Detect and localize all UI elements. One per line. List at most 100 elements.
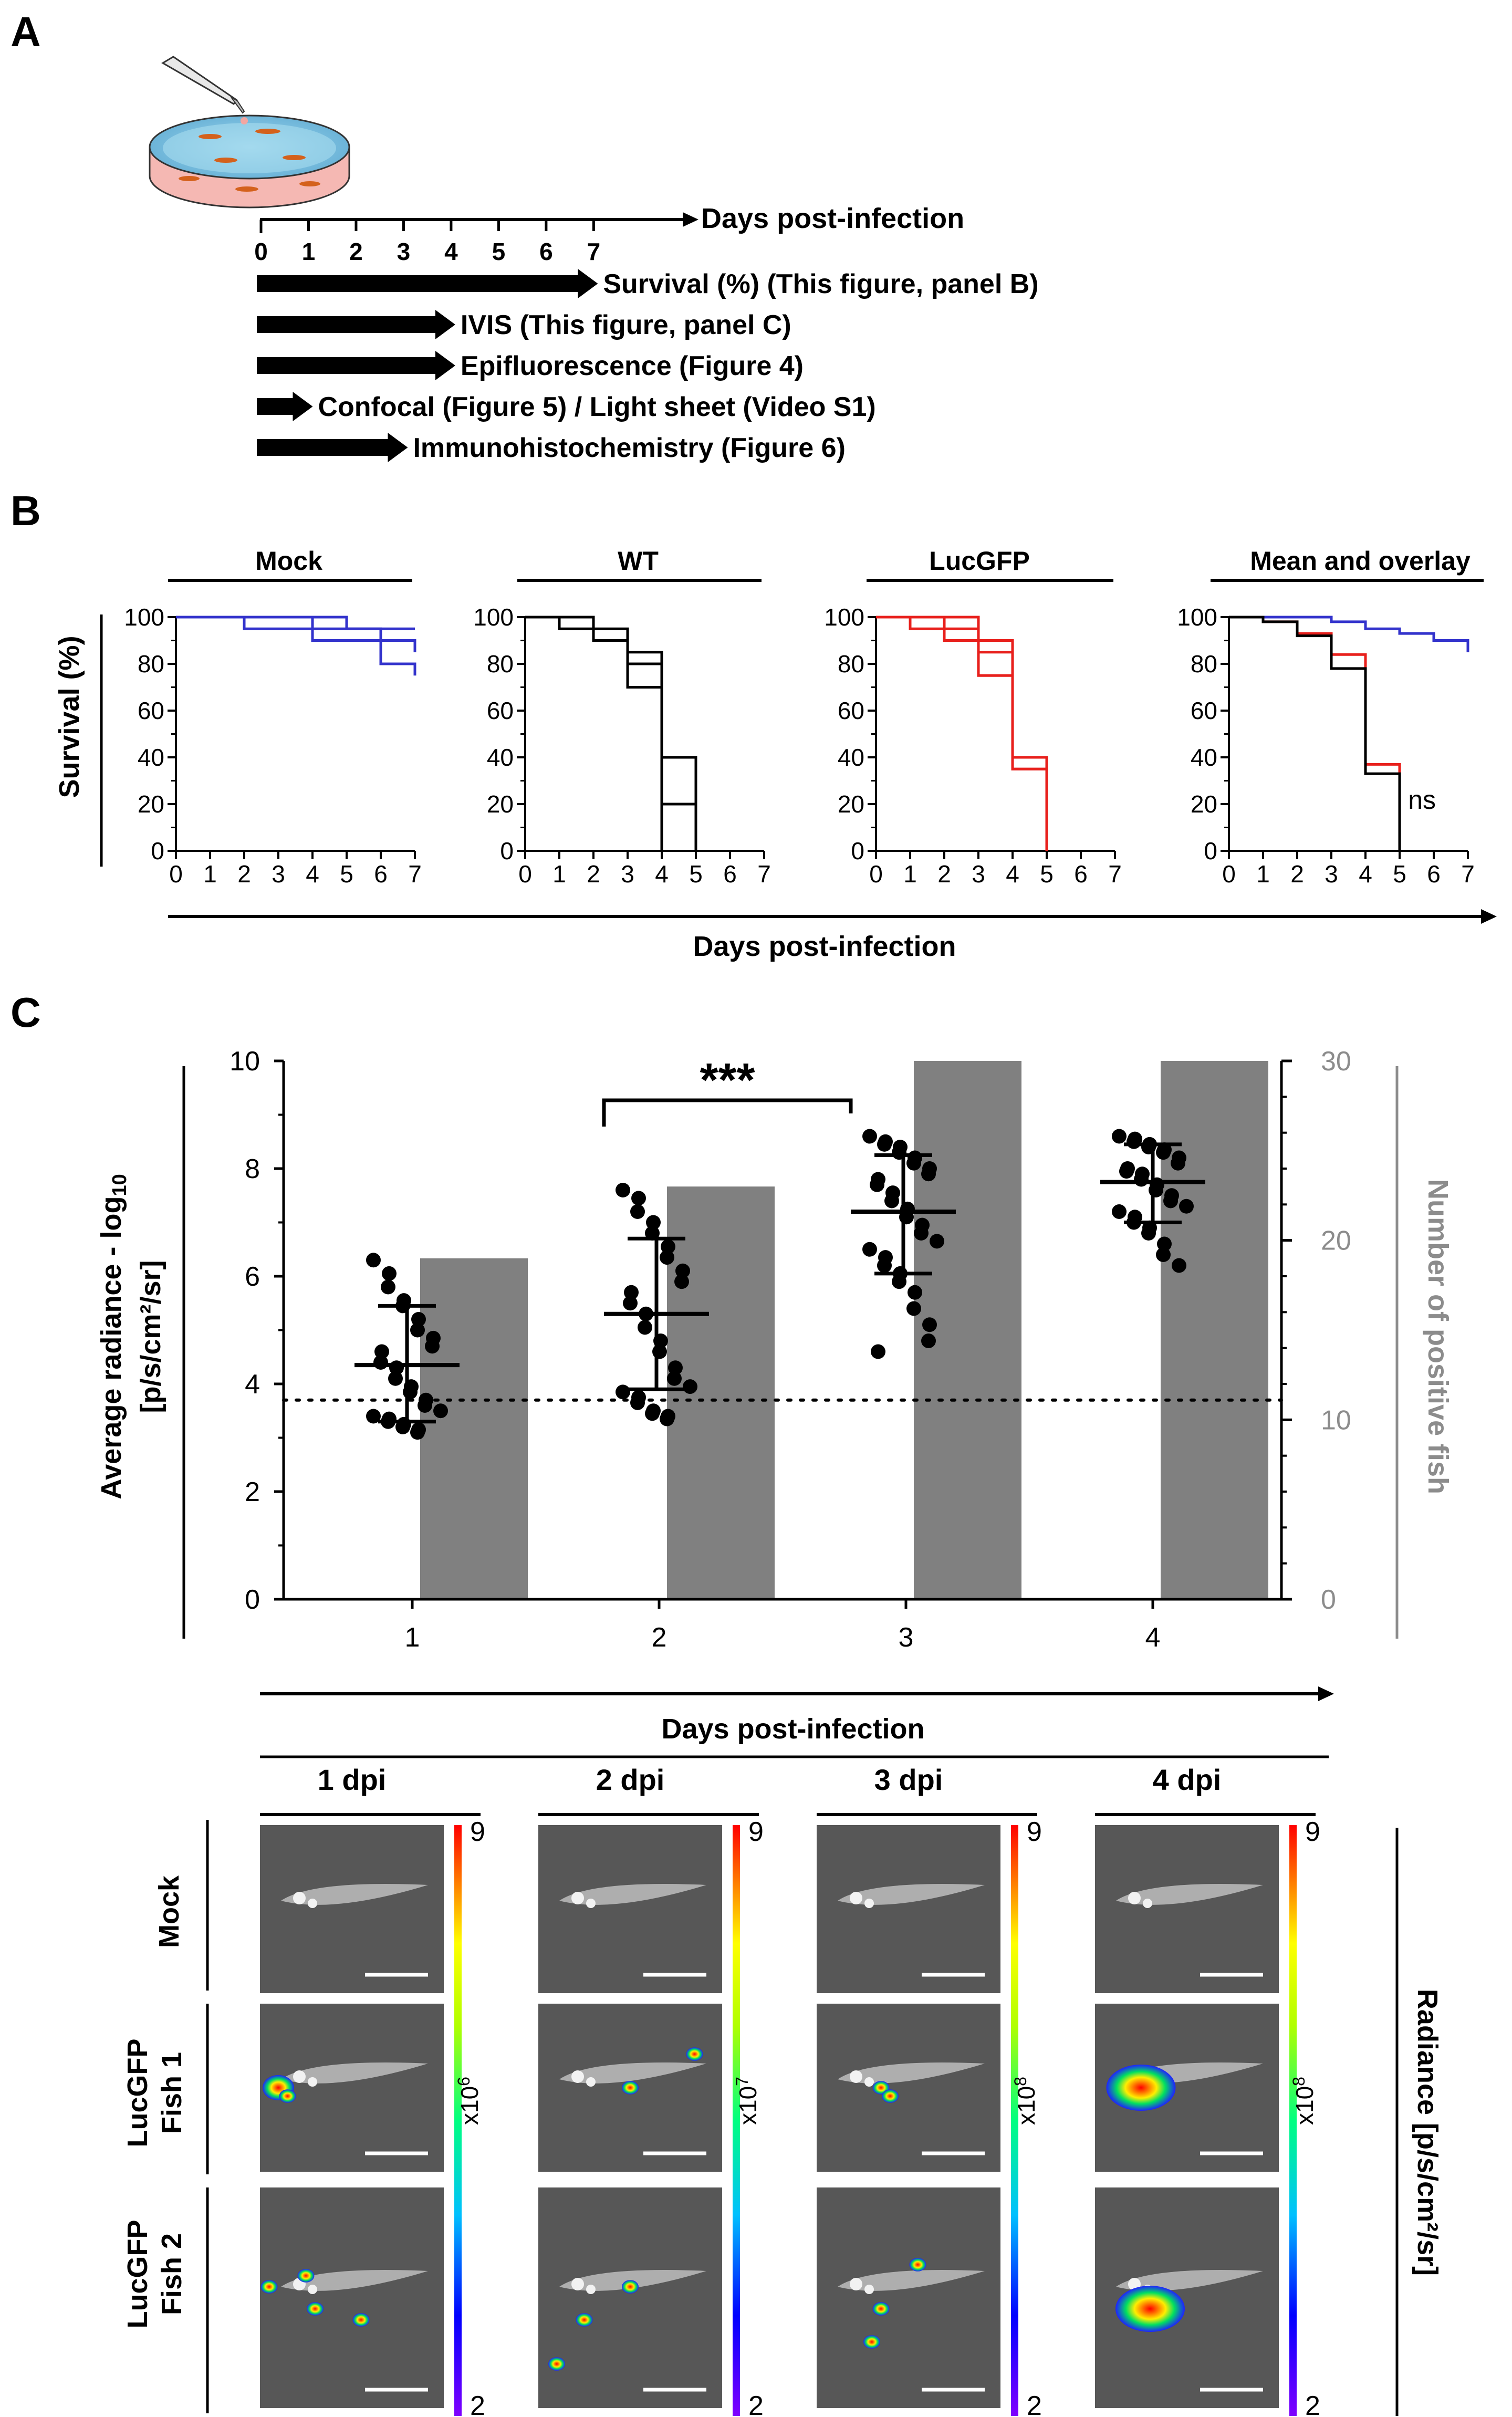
radiance-data-point — [425, 1339, 440, 1354]
survival-y-tick-label: 60 — [138, 697, 164, 724]
fish-eye — [1143, 1899, 1152, 1908]
survival-step-line — [525, 616, 697, 851]
survival-x-tick-label: 6 — [1427, 860, 1441, 888]
positive-fish-bar — [1161, 1061, 1268, 1599]
survival-x-label: Days post-infection — [693, 931, 956, 962]
survival-y-tick-label: 20 — [487, 790, 514, 818]
survival-y-tick-label: 100 — [473, 603, 514, 631]
radiance-data-point — [630, 1204, 645, 1219]
fish-eye — [293, 2070, 306, 2083]
fish-image — [1095, 1825, 1279, 1993]
survival-y-tick-label: 20 — [138, 790, 164, 818]
radiance-data-point — [908, 1285, 922, 1300]
radiance-color-bar — [1289, 1825, 1297, 2416]
radiance-x-tick-label: 2 — [652, 1622, 667, 1653]
survival-x-tick-label: 2 — [1290, 860, 1304, 888]
fish-eye — [308, 2285, 317, 2294]
radiance-data-point — [877, 1258, 892, 1273]
positive-fish-bar — [667, 1186, 775, 1599]
fish-eye — [864, 1899, 874, 1908]
imaging-row-label: LucGFP — [122, 2220, 153, 2328]
radiance-data-point — [862, 1129, 877, 1144]
color-bar-max: 9 — [1305, 1817, 1320, 1847]
radiance-data-point — [1141, 1226, 1156, 1241]
radiance-y2-tick-label: 0 — [1321, 1585, 1336, 1615]
survival-y-tick-label: 60 — [487, 697, 514, 724]
timeline-tick-label: 5 — [492, 238, 506, 265]
radiance-y-tick-label: 4 — [245, 1369, 260, 1400]
fish-body — [559, 1884, 706, 1905]
survival-x-tick-label: 2 — [587, 860, 600, 888]
fish-eye — [864, 2285, 874, 2294]
fish-image — [260, 2187, 444, 2408]
imaging-row-label: Fish 1 — [156, 2052, 187, 2134]
radiance-color-bar — [1011, 1825, 1018, 2416]
radiance-data-point — [652, 1344, 667, 1359]
survival-y-tick-label: 0 — [151, 837, 164, 864]
survival-x-tick-label: 7 — [1461, 860, 1475, 888]
radiance-y2-tick-label: 20 — [1321, 1226, 1351, 1256]
survival-x-tick-label: 7 — [1108, 860, 1122, 888]
radiance-data-point — [1112, 1204, 1127, 1219]
survival-y-tick-label: 100 — [824, 603, 864, 631]
fish-eye — [850, 2070, 862, 2083]
survival-x-tick-label: 1 — [903, 860, 917, 888]
survival-x-tick-label: 4 — [306, 860, 319, 888]
imaging-row-label: Fish 2 — [156, 2233, 187, 2315]
survival-y-tick-label: 100 — [124, 603, 164, 631]
radiance-data-point — [433, 1403, 448, 1419]
survival-y-tick-label: 80 — [1191, 650, 1217, 678]
radiance-data-point — [1179, 1199, 1194, 1214]
survival-x-tick-label: 4 — [1006, 860, 1019, 888]
survival-step-line — [176, 616, 415, 630]
timeline-tick-label: 2 — [349, 238, 363, 265]
radiance-data-point — [675, 1263, 690, 1278]
color-bar-max: 9 — [470, 1817, 485, 1847]
radiance-data-point — [1156, 1145, 1171, 1160]
radiance-data-point — [914, 1226, 929, 1241]
radiance-data-point — [638, 1320, 652, 1335]
fish-body — [281, 2062, 428, 2083]
survival-y-tick-label: 20 — [838, 790, 864, 818]
timeline-tick-label: 4 — [444, 238, 458, 265]
fish-image — [817, 1825, 1000, 1993]
survival-x-tick-label: 3 — [972, 860, 985, 888]
radiance-data-point — [870, 1177, 884, 1192]
radiance-data-point — [1112, 1129, 1127, 1144]
radiance-data-point — [892, 1274, 906, 1289]
fish-body — [838, 2062, 985, 2083]
fish-body — [281, 1884, 428, 1905]
fish-image — [817, 2187, 1000, 2408]
fish-eye — [571, 1892, 584, 1904]
radiance-x-tick-label: 1 — [405, 1622, 420, 1653]
radiance-scale-label: Radiance [p/s/cm²/sr] — [1412, 1989, 1443, 2276]
radiance-data-point — [1157, 1236, 1172, 1252]
survival-x-tick-label: 2 — [937, 860, 951, 888]
radiance-x-label: Days post-infection — [661, 1713, 924, 1745]
survival-x-tick-label: 3 — [1325, 860, 1338, 888]
fish-eye — [308, 2077, 317, 2087]
panel-c-label: C — [11, 989, 41, 1036]
radiance-data-point — [410, 1322, 425, 1338]
survival-step-line — [525, 616, 663, 851]
survival-y-tick-label: 80 — [838, 650, 864, 678]
fish-image-texture — [1095, 1825, 1279, 1993]
radiance-y-tick-label: 8 — [245, 1154, 260, 1184]
fish-image-texture — [817, 1825, 1000, 1993]
timeline-arrow-label: Epifluorescence (Figure 4) — [461, 351, 804, 381]
radiance-data-point — [667, 1371, 682, 1386]
radiance-y2-label: Number of positive fish — [1422, 1179, 1454, 1494]
survival-x-tick-label: 2 — [237, 860, 251, 888]
fish-body — [1116, 1884, 1263, 1905]
survival-step-line — [1229, 616, 1469, 652]
fish-image-texture — [538, 2187, 722, 2408]
timeline-arrow — [257, 392, 313, 421]
survival-y-tick-label: 40 — [138, 744, 164, 771]
survival-y-tick-label: 60 — [838, 697, 864, 724]
color-bar-max: 9 — [748, 1817, 764, 1847]
radiance-data-point — [1119, 1164, 1134, 1179]
survival-x-tick-label: 7 — [408, 860, 422, 888]
radiance-data-point — [871, 1344, 885, 1359]
timeline-arrow-label: Survival (%) (This figure, panel B) — [603, 269, 1038, 299]
radiance-data-point — [403, 1384, 418, 1400]
